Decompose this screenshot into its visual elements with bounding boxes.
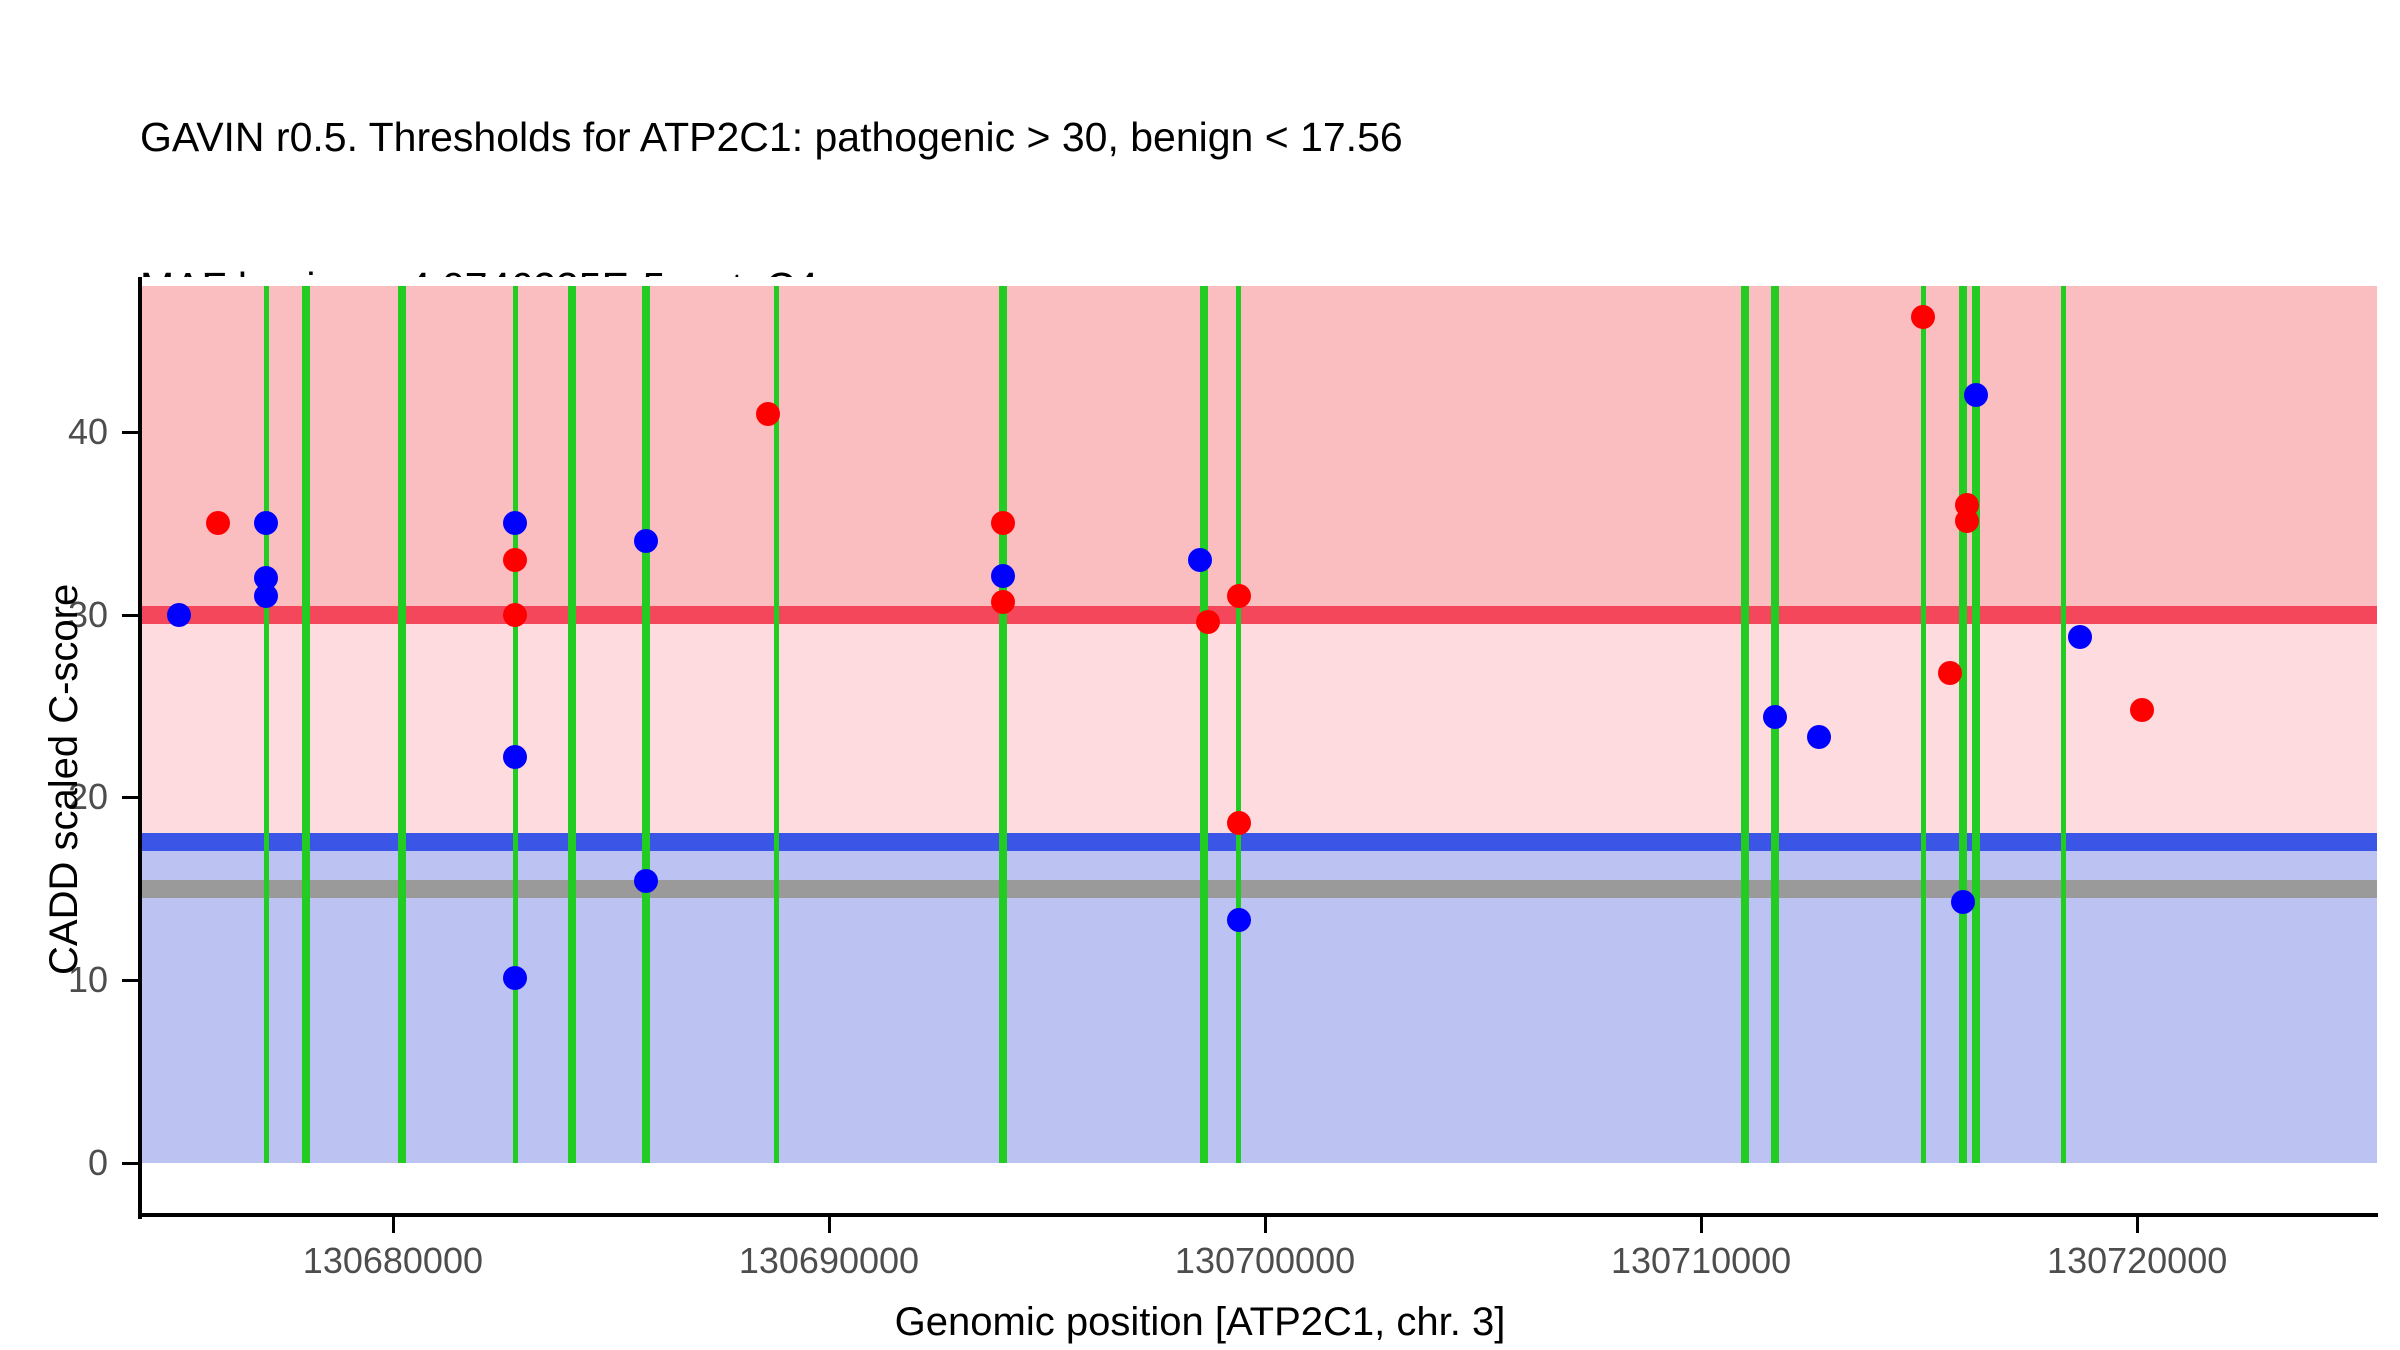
exon-line: [1971, 285, 1980, 1163]
y-tick-label: 10: [67, 959, 108, 1001]
gnomad-variant-point[interactable]: [1187, 547, 1212, 572]
y-tick-mark: [122, 613, 138, 617]
pathogenic-variant-point[interactable]: [1226, 584, 1251, 609]
gnomad-variant-point[interactable]: [503, 511, 527, 536]
threshold-line-benign: [140, 833, 2377, 851]
x-tick-label: 130720000: [2047, 1240, 2228, 1281]
band-pathogenic-lower: [140, 614, 2377, 842]
gnomad-variant-point[interactable]: [2068, 624, 2093, 649]
y-tick-label: 0: [87, 1142, 108, 1183]
pathogenic-variant-point[interactable]: [991, 589, 1016, 614]
y-tick-label: 20: [67, 776, 108, 818]
gnomad-variant-point[interactable]: [991, 564, 1016, 589]
y-tick-mark: [122, 796, 138, 800]
y-tick-mark: [122, 430, 138, 434]
y-tick-label: 30: [67, 593, 108, 635]
exon-line: [999, 285, 1008, 1163]
gnomad-variant-point[interactable]: [1763, 704, 1788, 729]
exon-line: [301, 285, 310, 1163]
exon-line: [1920, 285, 1926, 1163]
gnomad-variant-point[interactable]: [1226, 907, 1251, 932]
gnomad-variant-point[interactable]: [1963, 383, 1988, 408]
threshold-line-pathogenic: [140, 605, 2377, 624]
pathogenic-variant-point[interactable]: [1911, 304, 1936, 329]
gnomad-variant-point[interactable]: [633, 869, 658, 894]
gnomad-variant-point[interactable]: [503, 745, 527, 770]
y-tick-mark: [122, 979, 138, 983]
pathogenic-variant-point[interactable]: [503, 547, 527, 572]
pathogenic-variant-point[interactable]: [1226, 810, 1251, 835]
exon-line: [641, 285, 650, 1163]
pathogenic-variant-point[interactable]: [503, 602, 527, 627]
gnomad-variant-point[interactable]: [503, 966, 527, 991]
exon-line: [567, 285, 576, 1163]
exon-line: [512, 285, 518, 1163]
gnomad-variant-point[interactable]: [254, 511, 279, 536]
x-tick-label: 130710000: [1610, 1240, 1792, 1281]
exon-line: [1740, 285, 1749, 1163]
x-tick-mark: [391, 1217, 395, 1233]
pathogenic-variant-point[interactable]: [2129, 697, 2154, 722]
y-axis-label: CADD scaled C-score: [42, 583, 86, 975]
pathogenic-variant-point[interactable]: [755, 401, 780, 426]
gnomad-variant-point[interactable]: [1950, 889, 1975, 914]
pathogenic-variant-point[interactable]: [991, 511, 1016, 536]
exon-line: [1199, 285, 1208, 1163]
pathogenic-variant-point[interactable]: [1937, 661, 1962, 686]
x-tick-label: 130700000: [1174, 1240, 1356, 1281]
x-tick-mark: [1700, 1217, 1704, 1233]
exon-line: [1958, 285, 1967, 1163]
x-axis-label: Genomic position [ATP2C1, chr. 3]: [894, 1300, 1506, 1344]
exon-line: [2060, 285, 2066, 1163]
x-axis-line: [138, 1213, 2378, 1217]
y-tick-label: 40: [67, 410, 108, 452]
gnomad-variant-point[interactable]: [633, 529, 658, 554]
x-tick-label: 130690000: [738, 1240, 920, 1281]
pathogenic-variant-point[interactable]: [206, 511, 231, 536]
band-pathogenic-upper: [140, 285, 2377, 615]
pathogenic-variant-point[interactable]: [1196, 609, 1221, 634]
y-tick-mark: [122, 1162, 138, 1165]
pathogenic-variant-point[interactable]: [1955, 509, 1980, 534]
threshold-line-fallback: [140, 879, 2377, 898]
gnomad-variant-point[interactable]: [254, 584, 279, 609]
exon-line: [1236, 285, 1242, 1163]
y-axis-line: [138, 277, 142, 1219]
plot-panel: [140, 277, 2377, 1213]
x-tick-mark: [1264, 1217, 1268, 1233]
exon-line: [397, 285, 406, 1163]
exon-line: [774, 285, 780, 1163]
x-tick-mark: [2136, 1217, 2140, 1233]
gnomad-variant-point[interactable]: [167, 602, 192, 627]
exon-line: [263, 285, 269, 1163]
gnomad-variant-point[interactable]: [1806, 725, 1831, 750]
x-tick-mark: [827, 1217, 831, 1233]
title-line-1: GAVIN r0.5. Thresholds for ATP2C1: patho…: [140, 114, 1403, 160]
x-tick-label: 130680000: [302, 1240, 483, 1281]
